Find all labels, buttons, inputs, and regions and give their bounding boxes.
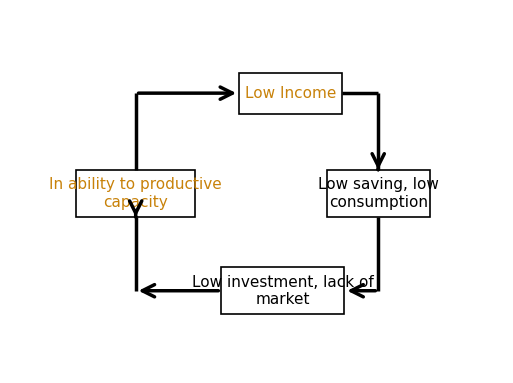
FancyBboxPatch shape <box>221 267 344 314</box>
FancyBboxPatch shape <box>239 72 342 114</box>
Text: Low saving, low
consumption: Low saving, low consumption <box>318 177 439 210</box>
Text: Low Income: Low Income <box>245 86 337 101</box>
FancyBboxPatch shape <box>326 170 430 217</box>
Text: In ability to productive
capacity: In ability to productive capacity <box>49 177 222 210</box>
FancyBboxPatch shape <box>76 170 195 217</box>
Text: Low investment, lack of
market: Low investment, lack of market <box>192 275 373 307</box>
